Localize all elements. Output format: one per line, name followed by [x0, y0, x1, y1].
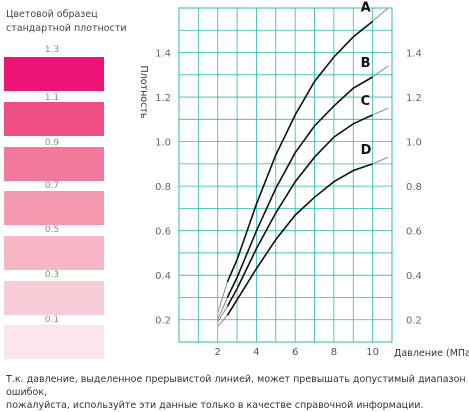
y-tick-label-right: 0.4 — [406, 271, 422, 282]
footnote-line2: пожалуйста, используйте эти данные тольк… — [6, 400, 424, 411]
y-tick-label-right: 0.8 — [406, 182, 422, 193]
series-c-extension-end — [372, 107, 389, 116]
series-a-extension-end — [372, 7, 389, 22]
density-pressure-chart: 2 4 6 8 10 0.2 0.2 0.4 0.4 0.6 0.6 0.8 0.8 1.0 1.0 1.2 1… — [138, 0, 469, 359]
series-d-extension-start — [217, 314, 228, 327]
density-swatch — [4, 191, 104, 225]
density-swatch — [4, 147, 104, 181]
legend-title-line1: Цветовой образец — [6, 9, 98, 20]
y-axis-label: Плотность — [138, 66, 149, 119]
y-tick-label-left: 0.4 — [155, 271, 171, 282]
series-c-extension-start — [217, 306, 228, 323]
x-tick-label: 4 — [253, 347, 259, 358]
series-d-line — [226, 163, 373, 316]
swatch-label: 0.3 — [44, 270, 60, 280]
series-c-line — [226, 114, 373, 307]
density-swatch — [4, 57, 104, 91]
footnote: Т.к. давление, выделенное прерывистой ли… — [6, 373, 466, 412]
swatch-label: 0.9 — [44, 138, 60, 148]
series-a-label: A — [361, 0, 371, 15]
swatch-label: 0.1 — [44, 315, 60, 325]
y-tick-label-right: 1.0 — [406, 138, 422, 149]
series-d-label: D — [361, 143, 372, 158]
y-tick-label-left: 0.6 — [155, 227, 171, 238]
y-tick-label-right: 1.4 — [406, 49, 422, 60]
y-tick-label-left: 1.2 — [155, 93, 171, 104]
x-tick-label: 10 — [366, 347, 379, 358]
legend-title-line2: стандартной плотности — [6, 23, 127, 34]
y-tick-label-left: 0.2 — [155, 316, 171, 327]
series-a-extension-start — [217, 281, 228, 314]
series-b-label: B — [361, 56, 371, 71]
x-tick-label: 2 — [215, 347, 221, 358]
swatch-label: 1.1 — [44, 93, 60, 103]
density-swatch — [4, 325, 104, 359]
x-tick-label: 8 — [331, 347, 337, 358]
series-a-line — [226, 20, 374, 283]
x-axis-label: Давление (МПа) — [394, 348, 469, 359]
swatch-label: 0.7 — [44, 181, 60, 191]
legend-title: Цветовой образец стандартной плотности — [6, 8, 156, 36]
series-b-extension-end — [372, 65, 389, 78]
density-swatch — [4, 281, 104, 315]
x-tick-label: 6 — [292, 347, 298, 358]
series-c-label: C — [361, 94, 371, 109]
series-b-extension-start — [217, 297, 228, 320]
swatch-label: 0.5 — [44, 225, 60, 235]
plot-frame — [178, 7, 393, 343]
series-d-extension-end — [372, 156, 389, 165]
y-tick-label-right: 1.2 — [406, 93, 422, 104]
series-b-line — [226, 76, 374, 298]
y-tick-label-right: 0.6 — [406, 227, 422, 238]
swatch-label: 1.3 — [44, 45, 60, 55]
footnote-line1: Т.к. давление, выделенное прерывистой ли… — [6, 374, 466, 398]
y-tick-label-left: 1.0 — [155, 138, 171, 149]
y-tick-label-left: 1.4 — [155, 49, 171, 60]
density-swatch — [4, 102, 104, 136]
y-tick-label-right: 0.2 — [406, 316, 422, 327]
density-swatch — [4, 236, 104, 270]
y-tick-label-left: 0.8 — [155, 182, 171, 193]
